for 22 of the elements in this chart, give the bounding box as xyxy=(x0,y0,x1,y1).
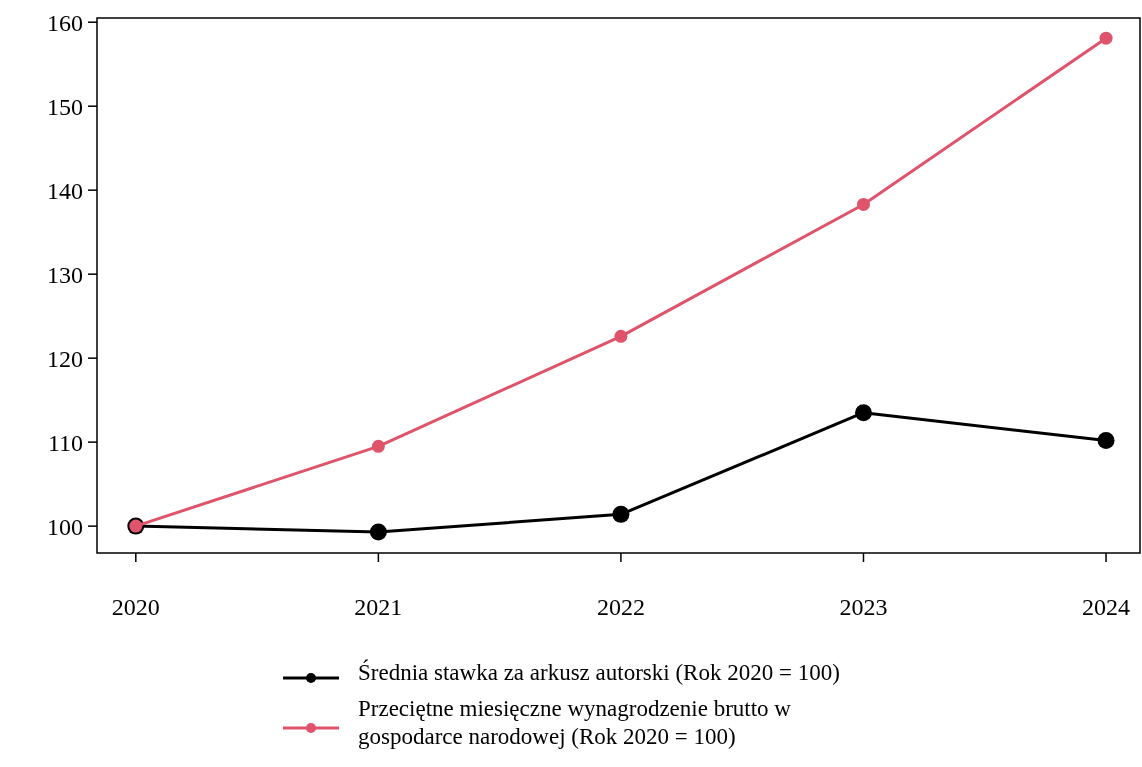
point xyxy=(369,523,387,541)
x-tick-label: 2024 xyxy=(1082,594,1131,620)
x-tick-label: 2022 xyxy=(596,594,645,620)
x-tick-label: 2023 xyxy=(839,594,888,620)
point xyxy=(371,439,385,453)
legend-label: Przeciętne miesięczne wynagrodzenie brutto w gospodarce narodowej (Rok 2020 = 100) xyxy=(358,696,792,750)
point xyxy=(856,197,870,211)
y-tick-label: 130 xyxy=(47,261,83,288)
y-tick-label: 120 xyxy=(47,345,83,372)
y-tick-label: 100 xyxy=(47,513,83,540)
x-tick-label: 2021 xyxy=(354,594,403,620)
point xyxy=(1097,431,1115,449)
y-tick-label: 140 xyxy=(47,177,83,204)
y-tick-label: 160 xyxy=(47,9,83,36)
point xyxy=(614,329,628,343)
point xyxy=(612,505,630,523)
y-tick-label: 150 xyxy=(47,93,83,120)
x-tick-label: 2020 xyxy=(111,594,160,620)
legend-label: Średnia stawka za arkusz autorski (Rok 2020 = 100) xyxy=(358,659,840,686)
point xyxy=(854,404,872,422)
point xyxy=(1099,31,1113,45)
y-tick-label: 110 xyxy=(47,429,83,456)
